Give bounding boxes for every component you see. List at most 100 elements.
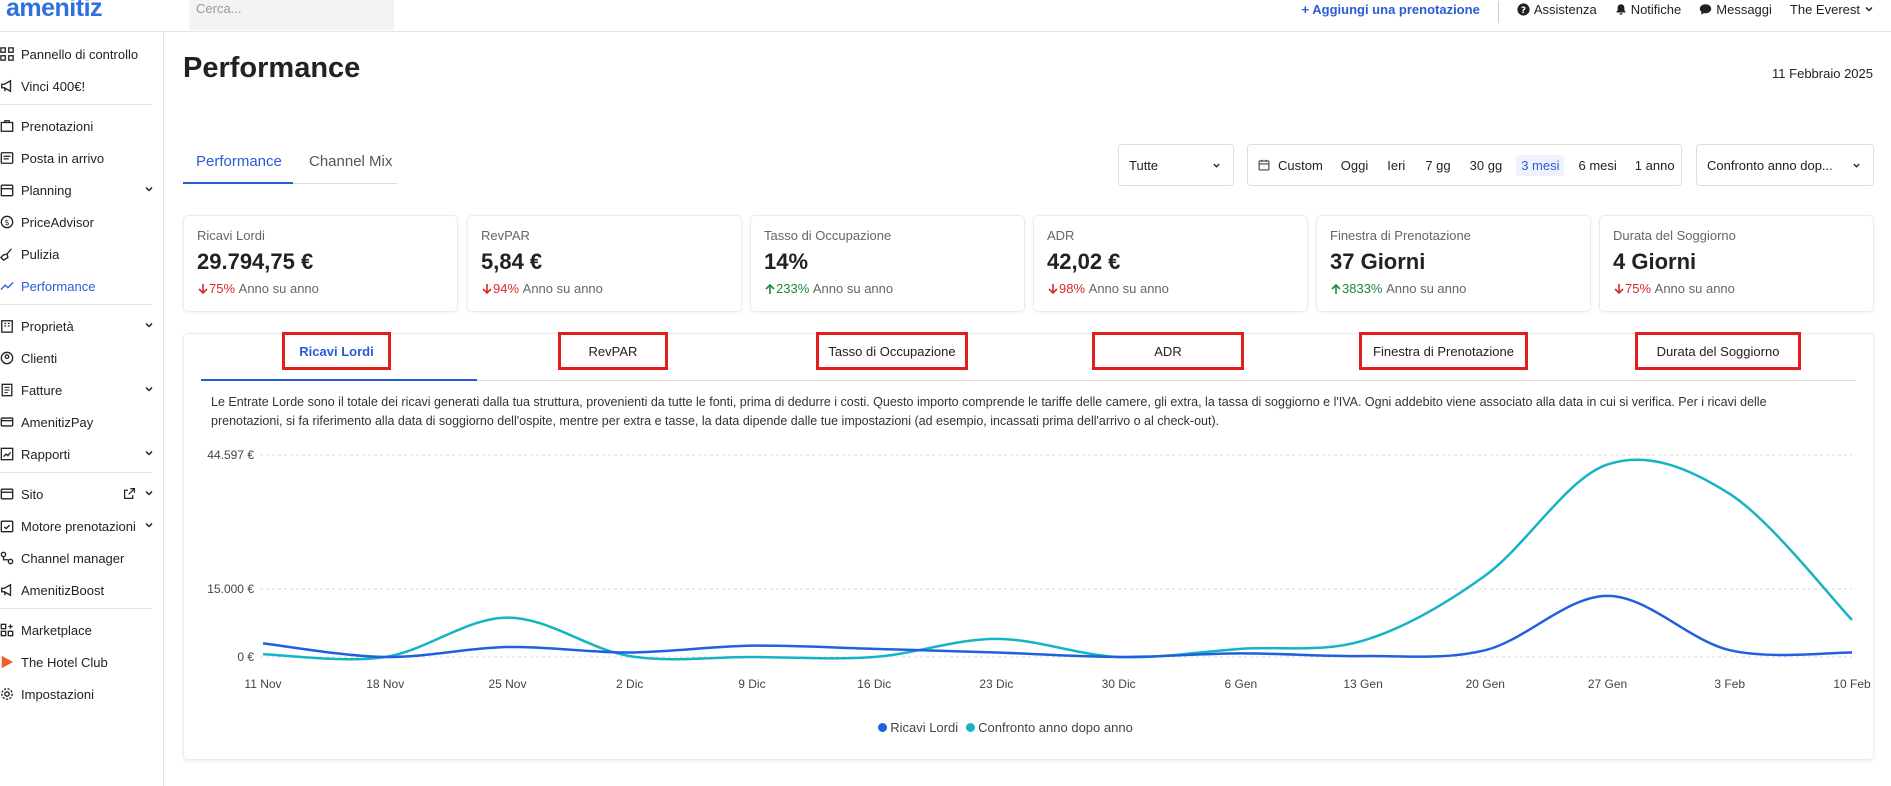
dollar-circle-icon: $ xyxy=(0,215,14,229)
x-tick-label: 23 Dic xyxy=(979,677,1013,691)
metric-tab-booking-window[interactable]: Finestra di Prenotazione xyxy=(1359,332,1528,370)
kpi-value: 29.794,75 € xyxy=(197,249,314,274)
sidebar-item-cleaning[interactable]: Pulizia xyxy=(0,242,164,266)
assistance-label: Assistenza xyxy=(1533,1,1597,17)
kpi-value: 4 Giorni xyxy=(1613,249,1697,274)
tab-channel-mix[interactable]: Channel Mix xyxy=(309,153,393,170)
sidebar-item-booking-engine[interactable]: Motore prenotazioni xyxy=(0,514,164,538)
search-input[interactable]: Cerca... xyxy=(189,0,394,30)
current-date: 11 Febbraio 2025 xyxy=(1772,66,1873,81)
sidebar-divider xyxy=(0,472,152,473)
kpi-label: Tasso di Occupazione xyxy=(764,228,892,243)
sidebar-item-label: Pulizia xyxy=(21,246,60,262)
page-tabs: Performance Channel Mix xyxy=(183,150,397,184)
assistance-button[interactable]: ? Assistenza xyxy=(1517,2,1597,17)
kpi-change-pct: 75% xyxy=(1625,281,1652,296)
range-option[interactable]: 7 gg xyxy=(1425,157,1451,173)
kpi-card: Durata del Soggiorno 4 Giorni 75% Anno s… xyxy=(1599,215,1874,312)
sidebar-item-marketplace[interactable]: Marketplace xyxy=(0,618,164,642)
sidebar-item-label: Performance xyxy=(21,278,96,294)
sidebar-item-hotel-club[interactable]: The Hotel Club xyxy=(0,650,164,674)
legend-label: Confronto anno dopo anno xyxy=(978,720,1133,735)
sidebar-item-dashboard[interactable]: Pannello di controllo xyxy=(0,42,164,66)
sidebar-divider xyxy=(0,104,152,105)
range-option[interactable]: 1 anno xyxy=(1634,157,1675,173)
metric-tab-occupancy[interactable]: Tasso di Occupazione xyxy=(816,332,968,370)
svg-text:?: ? xyxy=(1521,5,1526,15)
kpi-label: Durata del Soggiorno xyxy=(1613,228,1736,243)
range-option[interactable]: Ieri xyxy=(1387,157,1406,173)
channel-select[interactable]: Tutte xyxy=(1118,144,1234,186)
amenitiz-logo[interactable]: amenitiz xyxy=(6,0,103,22)
arrow-down-icon xyxy=(1048,283,1058,294)
grid-icon xyxy=(0,47,14,61)
sidebar-item-property[interactable]: Proprietà xyxy=(0,314,164,338)
gear-icon xyxy=(1,688,13,700)
kpi-change: 3833% Anno su anno xyxy=(1330,281,1577,296)
notifications-label: Notifiche xyxy=(1630,1,1682,17)
kpi-card: Tasso di Occupazione 14% 233% Anno su an… xyxy=(750,215,1025,312)
x-tick-label: 16 Dic xyxy=(857,677,891,691)
messages-button[interactable]: Messaggi xyxy=(1699,2,1772,17)
kpi-change-suffix: Anno su anno xyxy=(1654,281,1735,296)
sidebar-item-priceadvisor[interactable]: $ PriceAdvisor xyxy=(0,210,164,234)
top-bar: amenitiz Cerca... + Aggiungi una prenota… xyxy=(0,0,1891,32)
kpi-change: 98% Anno su anno xyxy=(1047,281,1294,296)
x-tick-label: 30 Dic xyxy=(1102,677,1136,691)
sidebar-item-performance[interactable]: Performance xyxy=(0,274,164,298)
kpi-change-pct: 233% xyxy=(776,281,810,296)
sidebar-item-planning[interactable]: Planning xyxy=(0,178,164,202)
legend-item[interactable]: Ricavi Lordi xyxy=(878,720,958,735)
messages-label: Messaggi xyxy=(1716,1,1772,17)
notifications-button[interactable]: Notifiche xyxy=(1615,1,1682,17)
tab-performance[interactable]: Performance xyxy=(183,150,293,184)
metric-tab-length-of-stay[interactable]: Durata del Soggiorno xyxy=(1635,332,1801,370)
kpi-change: 233% Anno su anno xyxy=(764,281,1011,296)
property-selector[interactable]: The Everest xyxy=(1790,2,1878,17)
nodes-icon xyxy=(0,551,14,565)
sidebar-item-channel-manager[interactable]: Channel manager xyxy=(0,546,164,570)
trend-up-icon xyxy=(0,282,14,290)
sidebar-item-amenitizboost[interactable]: AmenitizBoost xyxy=(0,578,164,602)
sidebar-item-site[interactable]: Sito xyxy=(0,482,164,506)
sidebar-item-clients[interactable]: Clienti xyxy=(0,346,164,370)
channel-select-value: Tutte xyxy=(1129,157,1159,173)
series-line-ricavi-lordi xyxy=(262,594,1853,659)
x-tick-label: 13 Gen xyxy=(1343,677,1382,691)
metric-tab-adr[interactable]: ADR xyxy=(1092,332,1244,370)
sidebar-item-win[interactable]: Vinci 400€! xyxy=(0,74,164,98)
metric-tab-active-indicator xyxy=(201,379,477,381)
page-title: Performance xyxy=(183,52,361,84)
arrow-up-icon xyxy=(765,283,775,294)
sidebar-item-label: Prenotazioni xyxy=(21,118,94,134)
range-option[interactable]: 6 mesi xyxy=(1578,157,1617,173)
range-custom[interactable]: Custom xyxy=(1278,157,1323,173)
chart-panel xyxy=(183,333,1874,760)
sidebar-item-inbox[interactable]: Posta in arrivo xyxy=(0,146,164,170)
sidebar-item-invoices[interactable]: Fatture xyxy=(0,378,164,402)
legend-item[interactable]: Confronto anno dopo anno xyxy=(966,720,1133,735)
metric-tab-revpar[interactable]: RevPAR xyxy=(558,332,668,370)
range-option-active[interactable]: 3 mesi xyxy=(1516,154,1565,176)
sidebar-item-amenitizpay[interactable]: AmenitizPay xyxy=(0,410,164,434)
sidebar-item-reports[interactable]: Rapporti xyxy=(0,442,164,466)
kpi-value: 5,84 € xyxy=(481,249,543,274)
chevron-down-icon xyxy=(145,522,153,528)
add-booking-button[interactable]: + Aggiungi una prenotazione xyxy=(1301,1,1480,17)
kpi-value: 42,02 € xyxy=(1047,249,1121,274)
range-option[interactable]: 30 gg xyxy=(1469,157,1503,173)
sidebar-item-label: Fatture xyxy=(21,382,63,398)
sidebar-item-settings[interactable]: Impostazioni xyxy=(0,682,164,706)
sidebar-item-bookings[interactable]: Prenotazioni xyxy=(0,114,164,138)
metric-tab-ricavi-lordi[interactable]: Ricavi Lordi xyxy=(282,332,391,370)
sidebar-item-label: Planning xyxy=(21,182,72,198)
legend-label: Ricavi Lordi xyxy=(890,720,959,735)
x-tick-label: 20 Gen xyxy=(1466,677,1505,691)
compare-select[interactable]: Confronto anno dop... xyxy=(1696,144,1874,186)
range-option[interactable]: Oggi xyxy=(1340,157,1369,173)
suitcase-icon xyxy=(0,120,14,132)
kpi-label: ADR xyxy=(1047,228,1075,243)
sidebar-item-label: Marketplace xyxy=(21,622,92,638)
external-link-icon[interactable] xyxy=(123,487,136,500)
chevron-down-icon xyxy=(145,450,153,456)
